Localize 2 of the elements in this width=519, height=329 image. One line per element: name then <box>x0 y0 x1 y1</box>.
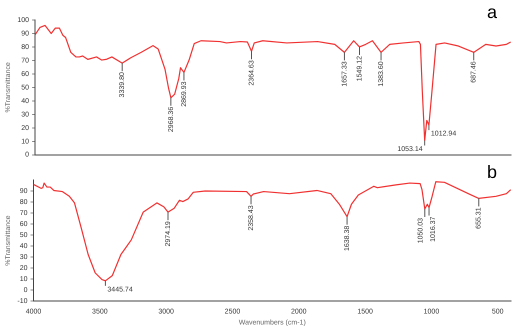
annotation: a <box>486 2 498 22</box>
annotation: b <box>486 162 497 182</box>
